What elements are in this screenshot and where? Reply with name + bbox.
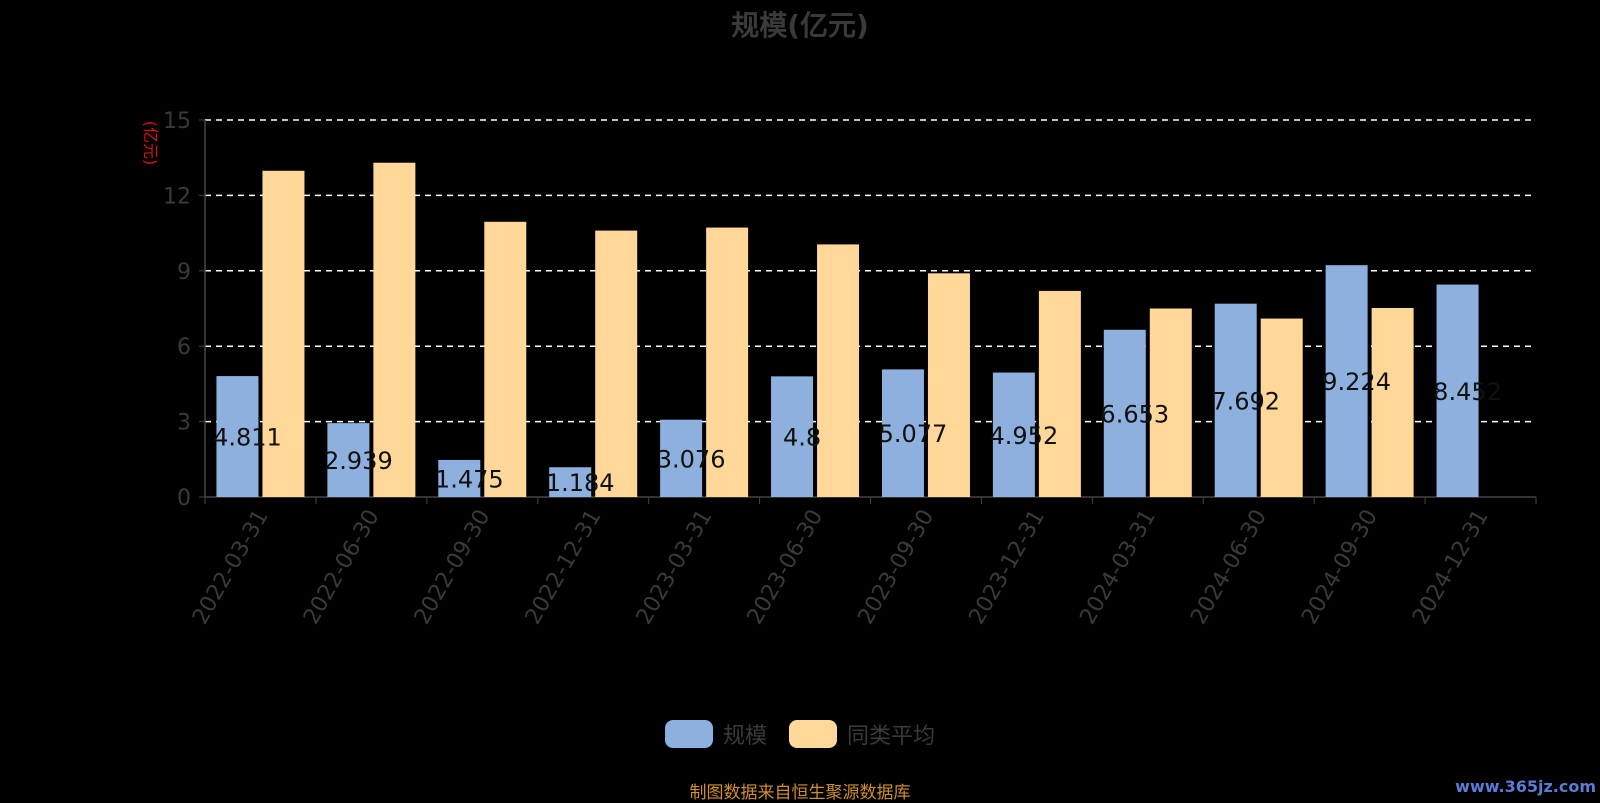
data-label: 2.939 [324, 447, 393, 475]
legend-label-series-1: 规模 [722, 724, 767, 749]
bar-series-1[interactable] [992, 372, 1035, 497]
data-labels: 4.811 2.939 1.475 1.184 3.076 4.8 5.077 4.952 6.… [213, 368, 1502, 497]
source-note: 制图数据来自恒生聚源数据库 [689, 783, 911, 803]
y-axis-title: (亿元) [141, 121, 160, 166]
y-tick-label: 6 [177, 335, 191, 360]
bars [216, 162, 1479, 498]
bar-series-1[interactable] [1325, 265, 1368, 497]
bar-series-1[interactable] [438, 459, 481, 497]
data-label: 4.952 [990, 422, 1059, 450]
watermark: www.365jz.com [1455, 777, 1596, 796]
chart-title: 规模(亿元) [731, 9, 869, 42]
legend-swatch-series-2 [789, 720, 837, 748]
legend-swatch-series-1 [664, 720, 713, 748]
x-tick-label: 2024-06-30 [1186, 506, 1272, 629]
x-tick-label: 2023-09-30 [854, 506, 940, 629]
bar-series-1[interactable] [771, 376, 814, 497]
bar-series-2[interactable] [1149, 308, 1192, 498]
x-tick-label: 2024-12-31 [1408, 506, 1494, 629]
bar-series-2[interactable] [595, 230, 638, 497]
bar-series-1[interactable] [1214, 303, 1257, 497]
data-label: 8.452 [1433, 378, 1502, 406]
data-label: 1.184 [546, 469, 615, 497]
y-tick-label: 12 [163, 184, 191, 209]
bar-series-2[interactable] [1038, 290, 1081, 497]
bar-series-1[interactable] [660, 419, 703, 497]
x-tick-label: 2023-12-31 [964, 506, 1050, 629]
y-tick-label: 3 [177, 411, 191, 436]
bar-series-1[interactable] [1436, 284, 1479, 497]
y-tick-label: 9 [177, 260, 191, 285]
x-tick-label: 2022-09-30 [410, 506, 496, 629]
bar-series-1[interactable] [1103, 329, 1146, 497]
x-tick-label: 2022-03-31 [188, 506, 274, 629]
gridlines [205, 119, 1536, 423]
bar-series-1[interactable] [549, 467, 592, 497]
y-tick-label: 0 [177, 486, 191, 511]
bar-series-1[interactable] [881, 369, 924, 497]
legend-item-series-2[interactable]: 同类平均 [789, 718, 935, 750]
legend-label-series-2: 同类平均 [847, 724, 936, 749]
bar-series-1[interactable] [216, 376, 259, 497]
x-tick-label: 2023-03-31 [632, 506, 718, 629]
data-label: 4.8 [783, 424, 821, 452]
y-tick-label: 15 [163, 109, 191, 134]
x-tick-label: 2024-03-31 [1075, 506, 1161, 629]
data-label: 4.811 [213, 424, 282, 452]
bar-series-2[interactable] [817, 244, 860, 497]
data-label: 5.077 [879, 420, 948, 448]
legend: 规模 同类平均 [0, 718, 1600, 750]
bar-series-2[interactable] [1260, 318, 1303, 497]
x-tick-label: 2024-09-30 [1297, 506, 1383, 629]
bar-series-2[interactable] [1371, 307, 1414, 497]
x-tick-label: 2022-06-30 [299, 506, 385, 629]
data-label: 1.475 [435, 465, 504, 493]
bar-series-2[interactable] [706, 227, 749, 497]
x-tick-label: 2022-12-31 [521, 506, 607, 629]
bar-series-2[interactable] [927, 273, 970, 497]
legend-item-series-1[interactable]: 规模 [664, 718, 767, 750]
data-label: 3.076 [657, 445, 726, 473]
data-label: 7.692 [1211, 387, 1280, 415]
x-tick-label: 2023-06-30 [743, 506, 829, 629]
bar-series-2[interactable] [373, 162, 416, 497]
data-label: 9.224 [1322, 368, 1391, 396]
bar-series-2[interactable] [484, 221, 527, 498]
bar-series-2[interactable] [262, 170, 305, 497]
bar-series-1[interactable] [327, 423, 370, 497]
data-label: 6.653 [1100, 400, 1169, 428]
